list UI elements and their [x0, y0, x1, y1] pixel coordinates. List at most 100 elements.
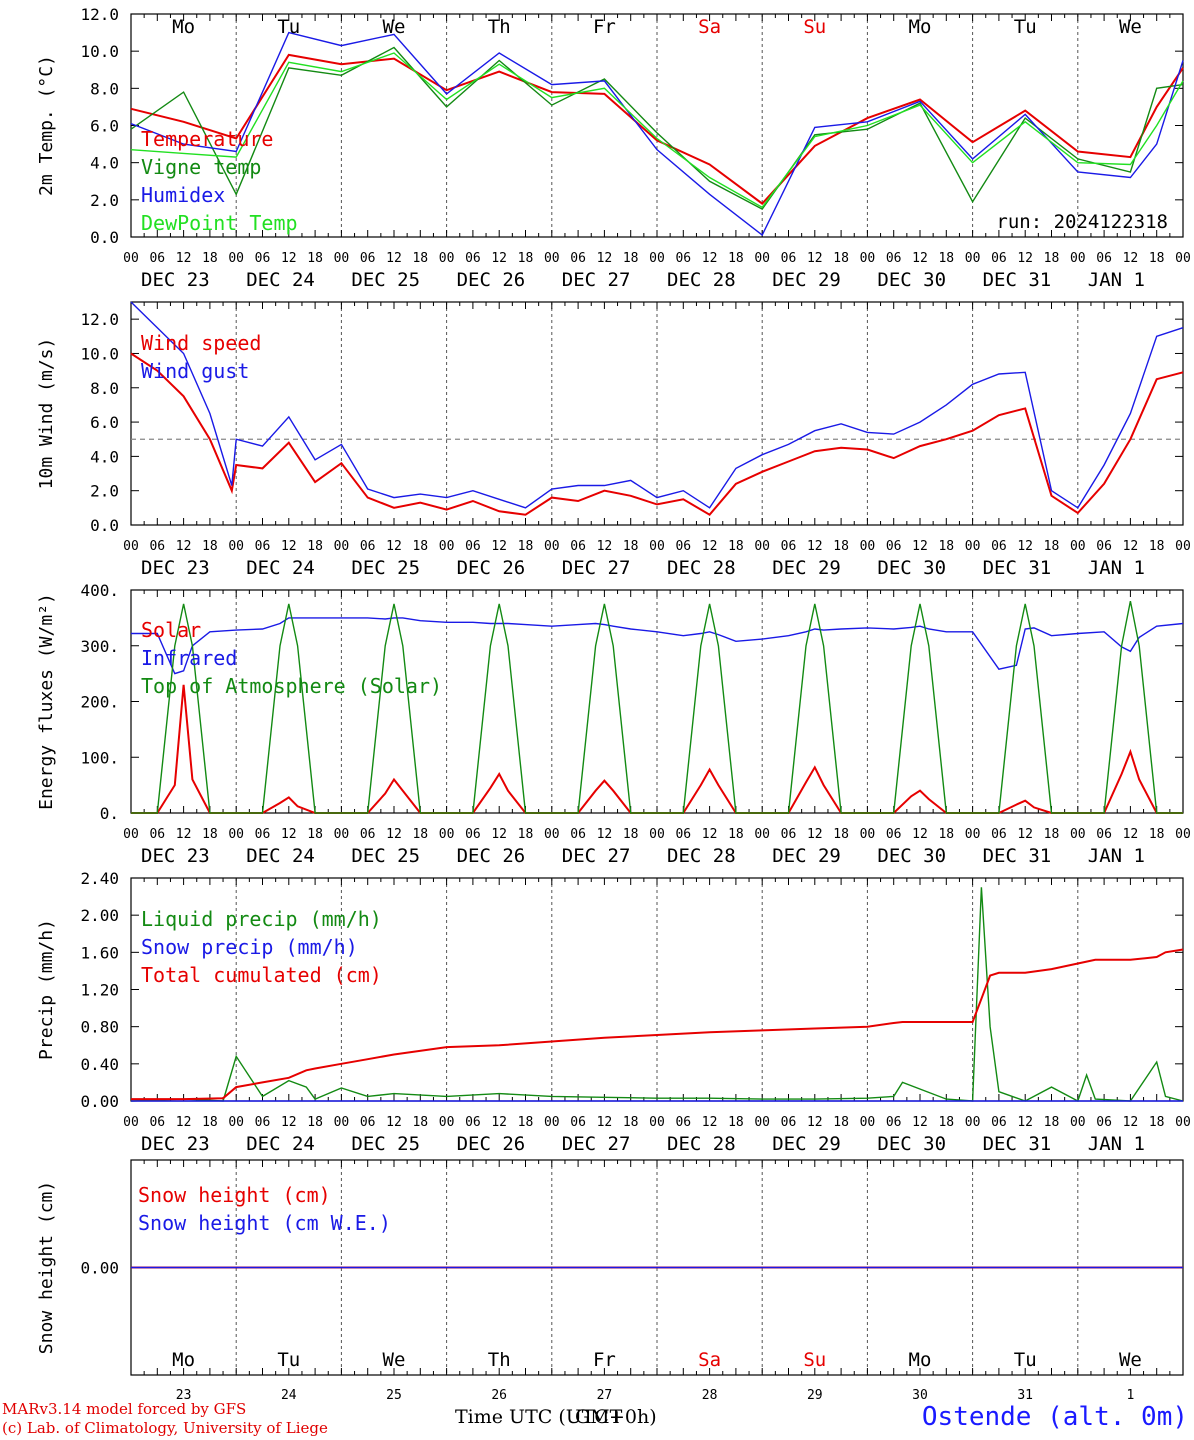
weekday-label: Fr	[593, 16, 616, 38]
hour-label: 06	[675, 1115, 691, 1130]
hour-label: 12	[176, 539, 192, 554]
y-axis-label: Snow height (cm)	[36, 1181, 57, 1354]
hour-label: 18	[518, 539, 534, 554]
hour-label: 00	[1070, 827, 1086, 842]
hour-label: 12	[1123, 539, 1139, 554]
lab-credit: (c) Lab. of Climatology, University of L…	[2, 1419, 328, 1437]
weekday-label: Su	[803, 16, 826, 38]
weekday-label-bottom: Tu	[277, 1349, 300, 1371]
hour-label: 18	[1044, 827, 1060, 842]
date-label: DEC 30	[877, 269, 946, 291]
hour-label: 00	[860, 539, 876, 554]
hour-label: 00	[649, 539, 665, 554]
hour-label: 12	[1017, 1115, 1033, 1130]
y-axis-label: 2m Temp. (°C)	[36, 55, 57, 196]
hour-label: 12	[281, 539, 297, 554]
hour-label: 06	[360, 539, 376, 554]
hour-label: 18	[1149, 539, 1165, 554]
y-tick-label: 6.0	[90, 117, 119, 136]
date-label: DEC 30	[877, 557, 946, 579]
hour-label: 18	[833, 1115, 849, 1130]
hour-label: 00	[1070, 1115, 1086, 1130]
panel-3-frame	[130, 589, 1184, 814]
date-label: DEC 27	[562, 845, 631, 867]
hour-label: 18	[518, 251, 534, 266]
date-label: DEC 26	[457, 269, 526, 291]
hour-label: 06	[255, 1115, 271, 1130]
hour-label: 06	[255, 827, 271, 842]
hour-label: 06	[675, 251, 691, 266]
hour-label: 06	[781, 1115, 797, 1130]
hour-label: 12	[912, 251, 928, 266]
date-label: DEC 31	[983, 557, 1052, 579]
date-label: DEC 23	[141, 1133, 210, 1155]
y-tick-label: 1.60	[80, 943, 119, 962]
y-tick-label: 8.0	[90, 79, 119, 98]
weekday-label: Sa	[698, 16, 721, 38]
hour-label: 12	[1017, 539, 1033, 554]
series-line-green	[130, 887, 1184, 1103]
hour-label: 00	[123, 251, 139, 266]
date-label: DEC 23	[141, 557, 210, 579]
hour-label: 06	[1096, 827, 1112, 842]
hour-label: 00	[1175, 251, 1191, 266]
hour-label: 00	[544, 1115, 560, 1130]
hour-label: 12	[491, 827, 507, 842]
hour-label: 12	[491, 251, 507, 266]
hour-label: 00	[1175, 1115, 1191, 1130]
series-line-green	[131, 600, 1183, 814]
hour-label: 18	[623, 251, 639, 266]
hour-label: 06	[991, 827, 1007, 842]
hour-label: 12	[1017, 827, 1033, 842]
hour-label: 06	[149, 1115, 165, 1130]
date-label: DEC 29	[772, 845, 841, 867]
hour-label: 18	[728, 1115, 744, 1130]
y-tick-label: 12.0	[80, 5, 119, 24]
hour-label: 18	[1149, 251, 1165, 266]
hour-label: 12	[386, 1115, 402, 1130]
hour-label: 00	[965, 251, 981, 266]
hour-label: 00	[1070, 539, 1086, 554]
hour-label: 18	[833, 251, 849, 266]
hour-label: 18	[307, 251, 323, 266]
hour-label: 06	[465, 251, 481, 266]
y-tick-label: 200.	[80, 693, 119, 712]
hour-label: 06	[360, 251, 376, 266]
hour-label: 12	[1123, 251, 1139, 266]
date-label: DEC 31	[983, 269, 1052, 291]
y-tick-label: 0.0	[90, 516, 119, 535]
hour-label: 06	[255, 539, 271, 554]
panel-1-frame	[130, 13, 1184, 238]
hour-label: 18	[1044, 251, 1060, 266]
hour-label: 06	[570, 251, 586, 266]
hour-label: 18	[623, 827, 639, 842]
hour-label: 18	[412, 539, 428, 554]
hour-label: 12	[702, 251, 718, 266]
hour-label: 18	[307, 539, 323, 554]
hour-label: 00	[754, 539, 770, 554]
hour-label: 06	[991, 251, 1007, 266]
series-line-lightgreen	[130, 52, 1184, 209]
series-line-green	[130, 46, 1184, 211]
y-tick-label: 0.00	[80, 1092, 119, 1111]
hour-label: 06	[570, 539, 586, 554]
hour-label: 00	[123, 827, 139, 842]
y-tick-label: 400.	[80, 581, 119, 600]
legend-entry: Wind speed	[141, 331, 261, 355]
hour-label: 00	[334, 827, 350, 842]
weekday-label-bottom: Tu	[1014, 1349, 1037, 1371]
hour-label: 06	[886, 1115, 902, 1130]
hour-label: 18	[623, 539, 639, 554]
hour-label: 00	[334, 1115, 350, 1130]
date-label: DEC 29	[772, 269, 841, 291]
x-axis-label: Time UTC (UTC+0h)	[455, 1406, 657, 1428]
hour-label: 06	[886, 827, 902, 842]
date-label: DEC 31	[983, 845, 1052, 867]
hour-label: 12	[597, 827, 613, 842]
date-label: DEC 23	[141, 269, 210, 291]
date-label: DEC 29	[772, 1133, 841, 1155]
y-tick-label: 0.00	[80, 1259, 119, 1278]
hour-label: 18	[202, 251, 218, 266]
date-label: DEC 24	[246, 1133, 315, 1155]
day-number-label: 26	[491, 1388, 507, 1403]
